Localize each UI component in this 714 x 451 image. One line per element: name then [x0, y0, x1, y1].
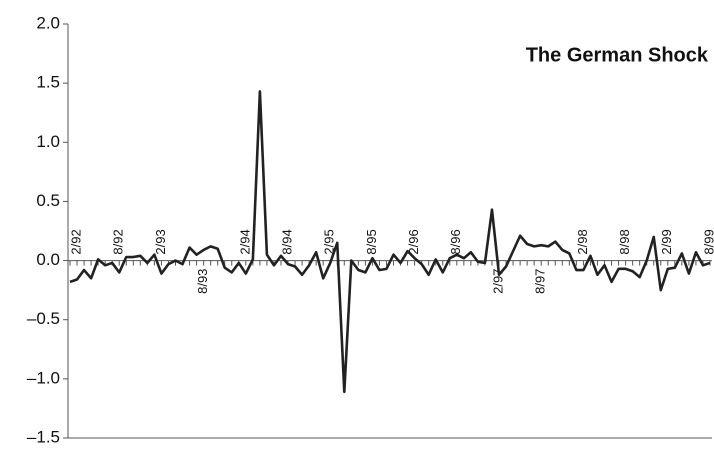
x-tick-label: 8/98: [617, 229, 632, 254]
x-tick-label: 8/95: [364, 229, 379, 254]
y-tick-label: 2.0: [36, 13, 60, 32]
x-tick-label: 2/94: [237, 229, 252, 254]
y-tick-label: 1.5: [36, 73, 60, 92]
x-tick-label: 2/95: [322, 229, 337, 254]
x-tick-label: 8/93: [195, 269, 210, 294]
data-line: [69, 90, 711, 394]
x-tick-label: 2/98: [575, 229, 590, 254]
y-tick-label: 0.5: [36, 191, 60, 210]
y-tick-label: –0.5: [27, 309, 60, 328]
x-tick-label: 8/94: [279, 229, 294, 254]
x-tick-label: 8/96: [448, 229, 463, 254]
y-tick-label: –1.5: [27, 427, 60, 446]
x-tick-label: 8/99: [701, 229, 714, 254]
x-tick-label: 2/96: [406, 229, 421, 254]
x-tick-label: 2/99: [659, 229, 674, 254]
x-tick-label: 2/97: [490, 269, 505, 294]
y-tick-label: 1.0: [36, 132, 60, 151]
x-tick-label: 2/92: [68, 229, 83, 254]
y-tick-label: 0.0: [36, 250, 60, 269]
y-tick-label: –1.0: [27, 368, 60, 387]
x-tick-label: 8/92: [111, 229, 126, 254]
x-tick-label: 2/93: [153, 229, 168, 254]
x-tick-label: 8/97: [533, 269, 548, 294]
chart-title: The German Shock: [526, 44, 709, 66]
